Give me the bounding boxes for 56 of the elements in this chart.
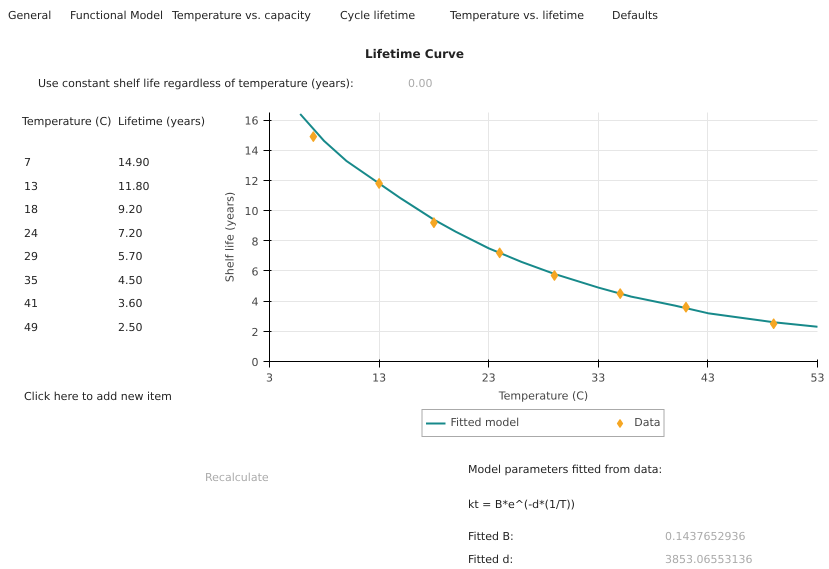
text: Click here to add new item bbox=[24, 389, 172, 405]
text: 29 bbox=[24, 249, 38, 265]
text: Temperature vs. capacity bbox=[172, 8, 311, 24]
text: kt = B*e^(-d*(1/T)) bbox=[468, 497, 575, 513]
text: 18 bbox=[24, 202, 38, 218]
legend-label: Fitted model bbox=[450, 416, 520, 429]
text: 41 bbox=[24, 296, 38, 312]
text: Functional Model bbox=[70, 8, 164, 24]
x-tick-label: 53 bbox=[810, 372, 824, 384]
x-tick-label: 43 bbox=[700, 372, 715, 384]
text: 13 bbox=[24, 178, 38, 194]
text: Fitted B: bbox=[468, 529, 514, 545]
text: 4.50 bbox=[118, 272, 142, 288]
line-series bbox=[299, 113, 818, 328]
y-tick-label: 16 bbox=[244, 114, 259, 128]
y-tick-label: 6 bbox=[252, 265, 258, 278]
text: 9.20 bbox=[118, 202, 142, 218]
x-axis-title: Temperature (C) bbox=[498, 390, 588, 402]
text: Lifetime (years) bbox=[118, 114, 206, 130]
y-axis-title: Shelf life (years) bbox=[224, 192, 237, 282]
text: 5.70 bbox=[118, 249, 142, 265]
chart-title: Lifetime Curve bbox=[364, 46, 466, 63]
y-tick-label: 2 bbox=[252, 326, 258, 339]
text: 3853.06553136 bbox=[665, 552, 752, 568]
y-tick-label: 0 bbox=[252, 356, 258, 369]
text: General bbox=[8, 8, 52, 24]
text: 24 bbox=[24, 226, 38, 242]
x-tick-label: 3 bbox=[266, 372, 273, 384]
text: Temperature (C) bbox=[22, 114, 112, 130]
y-tick-label: 10 bbox=[244, 205, 259, 218]
text: Fitted d: bbox=[468, 552, 514, 568]
text: Temperature vs. lifetime bbox=[450, 8, 584, 24]
x-tick-label: 33 bbox=[591, 372, 606, 384]
x-tick-label: 13 bbox=[372, 372, 386, 384]
y-tick-label: 12 bbox=[244, 174, 259, 188]
text: Model parameters fitted from data: bbox=[468, 462, 662, 478]
text: 7 bbox=[24, 155, 31, 171]
text: 14.90 bbox=[118, 155, 150, 171]
text: Recalculate bbox=[205, 470, 269, 486]
text: 3.60 bbox=[118, 296, 142, 312]
y-tick-label: 14 bbox=[244, 144, 259, 158]
text: Defaults bbox=[612, 8, 658, 24]
text: 49 bbox=[24, 320, 38, 336]
y-tick-label: 8 bbox=[252, 235, 258, 248]
text: 0.1437652936 bbox=[665, 529, 746, 545]
text: 0.00 bbox=[408, 76, 432, 92]
text: 35 bbox=[24, 272, 38, 288]
text: 2.50 bbox=[118, 320, 142, 336]
text: 7.20 bbox=[118, 226, 142, 242]
point bbox=[616, 288, 624, 300]
text: Use constant shelf life regardless of temperature (years): bbox=[38, 76, 354, 92]
y-tick-label: 4 bbox=[252, 296, 258, 309]
x-tick-label: 23 bbox=[482, 372, 496, 384]
text: 11.80 bbox=[118, 178, 150, 194]
legend-label: Data bbox=[634, 416, 660, 429]
text: Cycle lifetime bbox=[340, 8, 416, 24]
